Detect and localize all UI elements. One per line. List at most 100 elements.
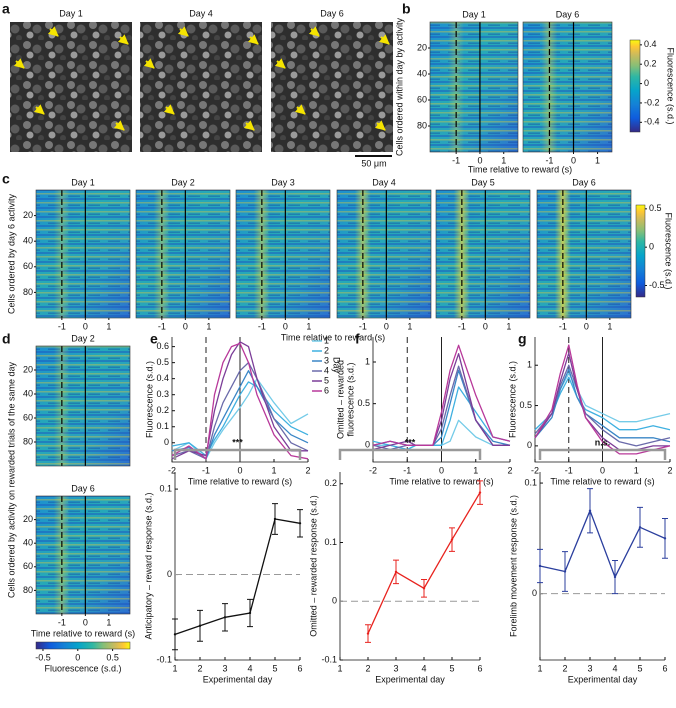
data-point — [538, 564, 542, 568]
legend-label: 5 — [324, 375, 329, 385]
x-tick-label: 0 — [439, 465, 444, 475]
y-tick-label: 80 — [23, 585, 33, 595]
y-tick-label: 60 — [23, 412, 33, 422]
panel-label: a — [2, 1, 10, 17]
heatmap-title: Day 6 — [572, 177, 596, 187]
trace-line — [171, 342, 309, 460]
data-point — [638, 526, 642, 529]
x-tick-label: 6 — [297, 663, 302, 673]
x-tick-label: 1 — [634, 465, 639, 475]
trace-line — [372, 353, 510, 451]
y-tick-label: 0.5 — [519, 400, 532, 410]
arrow — [247, 34, 259, 45]
image-title: Day 1 — [59, 8, 83, 18]
x-tick-label: 3 — [587, 663, 592, 673]
x-tick-label: 0 — [237, 465, 242, 475]
x-tick-label: 1 — [271, 465, 276, 475]
x-tick-label: -1 — [545, 155, 553, 165]
heatmap-texture — [537, 190, 631, 318]
heatmap-frame — [135, 189, 231, 319]
x-tick-label: 1 — [172, 663, 177, 673]
data-point — [422, 587, 426, 590]
y-tick-label: 80 — [23, 436, 33, 446]
data-point — [273, 517, 277, 521]
x-tick-label: 2 — [507, 465, 512, 475]
axis-label: Time relative to reward (s) — [188, 476, 292, 486]
colorbar-tick-label: 0.2 — [644, 59, 657, 69]
data-point — [198, 624, 202, 628]
arrow — [374, 120, 386, 131]
colorbar-tick-label: 0.4 — [644, 39, 657, 49]
x-tick-label: -1 — [58, 321, 66, 331]
colorbar — [629, 39, 641, 133]
trace-line — [171, 381, 309, 457]
data-point — [173, 633, 177, 636]
x-tick-label: 4 — [612, 663, 617, 673]
axis-label: Time relative to reward (s) — [550, 476, 654, 486]
x-tick-label: -1 — [158, 321, 166, 331]
panel-label: f — [355, 331, 360, 347]
y-tick-label: -0.1 — [156, 654, 172, 664]
axis-label: Time relative to reward (s) — [31, 628, 135, 638]
significance-bracket — [338, 448, 482, 460]
heatmap-frame — [35, 495, 131, 615]
summary-line — [174, 518, 301, 636]
colorbar-tick-label: 0 — [649, 242, 654, 252]
x-tick-label: 5 — [637, 663, 642, 673]
axis-label: Time relative to reward (s) — [281, 332, 385, 342]
x-tick-label: 0 — [483, 321, 488, 331]
x-tick-label: 4 — [421, 663, 426, 673]
x-tick-label: 0 — [83, 617, 88, 627]
heatmap-frame — [336, 189, 432, 319]
y-tick-label: 0.1 — [159, 483, 172, 493]
data-point — [450, 538, 454, 541]
y-tick-label: 0 — [167, 569, 172, 579]
x-tick-label: 0 — [83, 321, 88, 331]
micrograph — [10, 22, 132, 152]
arrow — [243, 120, 255, 131]
axis-label: Cells ordered by activity on rewarded tr… — [6, 361, 16, 598]
heatmap-title: Day 3 — [271, 177, 295, 187]
x-tick-label: 1 — [607, 321, 612, 331]
micrograph — [140, 22, 262, 152]
legend-label: 6 — [324, 385, 329, 395]
x-tick-label: 0 — [183, 321, 188, 331]
y-tick-label: 0 — [332, 596, 337, 606]
x-tick-label: 2 — [197, 663, 202, 673]
panel-label: d — [2, 331, 11, 347]
axis-label: Anticipatory – reward response (s.d.) — [143, 492, 153, 639]
x-tick-label: 0 — [571, 155, 576, 165]
y-tick-label: 40 — [23, 538, 33, 548]
x-tick-label: -2 — [531, 465, 539, 475]
legend-label: 1 — [324, 335, 329, 345]
y-tick-label: 0.1 — [156, 421, 169, 431]
x-tick-label: 1 — [306, 321, 311, 331]
axis-label: Fluorescence (s.d.) — [144, 361, 154, 438]
y-tick-label: 60 — [417, 94, 427, 104]
y-tick-label: 20 — [23, 514, 33, 524]
arrow — [47, 26, 59, 37]
x-tick-label: -1 — [559, 321, 567, 331]
y-tick-label: 0 — [164, 437, 169, 447]
arrow — [378, 34, 390, 45]
y-tick-label: 0 — [532, 588, 537, 598]
data-point — [588, 509, 592, 512]
x-tick-label: 1 — [106, 321, 111, 331]
significance-bracket — [173, 448, 302, 460]
x-tick-label: 1 — [206, 321, 211, 331]
axis-label: Omitted – rewarded response (s.d.) — [308, 495, 318, 637]
colorbar-tick-label: -0.2 — [644, 97, 660, 107]
y-tick-label: 0 — [527, 440, 532, 450]
data-point — [223, 616, 227, 619]
arrow — [143, 58, 155, 69]
data-point — [394, 570, 398, 574]
axis-label: Experimental day — [375, 674, 445, 684]
heatmap-title: Day 2 — [171, 177, 195, 187]
heatmap-texture — [36, 496, 130, 614]
colorbar — [35, 641, 131, 650]
arrow — [113, 120, 125, 131]
heatmap-frame — [35, 189, 131, 319]
legend-title: Day — [332, 357, 342, 374]
x-tick-label: -1 — [452, 155, 460, 165]
heatmap-texture — [436, 190, 530, 318]
